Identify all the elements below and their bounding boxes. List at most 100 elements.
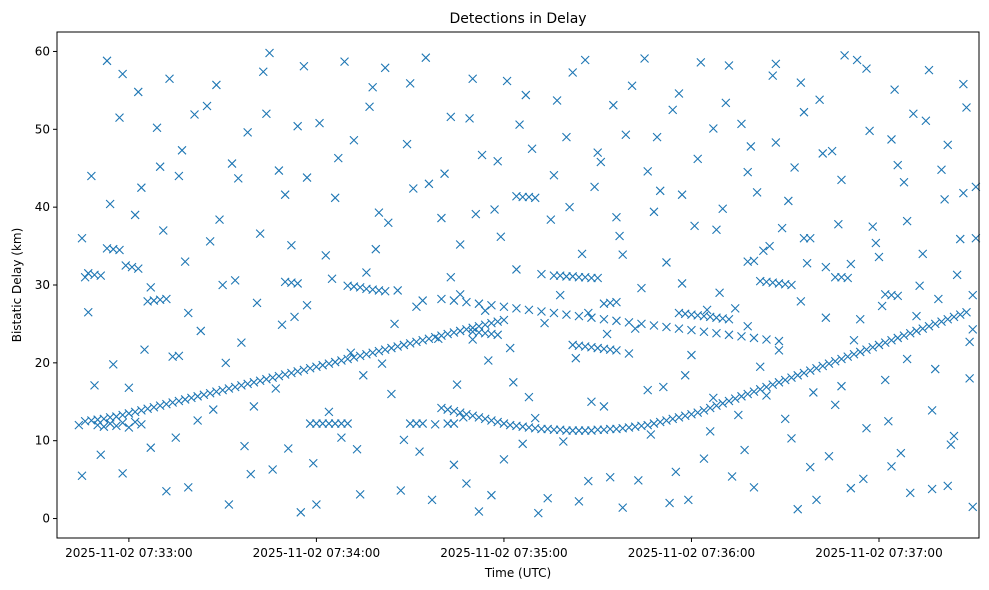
data-point	[474, 507, 484, 516]
data-point	[118, 69, 128, 79]
data-point	[446, 272, 456, 282]
x-tick-label: 2025-11-02 07:33:00	[65, 546, 192, 560]
data-point	[493, 317, 503, 326]
data-point	[433, 334, 443, 344]
data-point	[912, 326, 921, 336]
data-point	[755, 362, 765, 372]
data-point	[865, 126, 874, 136]
data-point	[562, 132, 571, 142]
data-point	[843, 352, 853, 362]
data-point	[468, 335, 478, 344]
data-point	[527, 144, 537, 154]
data-point	[855, 347, 865, 357]
data-point	[418, 335, 428, 345]
data-point	[490, 205, 499, 214]
data-point	[574, 426, 584, 435]
data-point	[255, 376, 265, 386]
data-point	[955, 234, 965, 244]
data-point	[105, 419, 115, 428]
data-point	[743, 167, 753, 177]
data-point	[630, 324, 640, 333]
data-point	[90, 381, 99, 390]
data-point	[902, 216, 912, 226]
data-point	[499, 419, 509, 428]
data-point	[874, 340, 884, 350]
data-point	[805, 233, 815, 243]
data-point	[596, 157, 606, 167]
data-point	[349, 353, 359, 362]
data-point	[958, 188, 968, 198]
data-point	[318, 360, 328, 370]
data-points	[74, 48, 981, 518]
data-point	[421, 53, 431, 63]
data-point	[918, 324, 928, 333]
data-point	[965, 337, 975, 347]
data-point	[793, 370, 803, 380]
data-point	[612, 316, 621, 326]
data-point	[746, 142, 756, 151]
data-point	[96, 271, 106, 281]
data-point	[258, 67, 268, 77]
data-point	[583, 308, 593, 318]
data-point	[774, 336, 784, 346]
data-point	[602, 329, 612, 339]
data-point	[646, 430, 656, 439]
data-point	[74, 420, 84, 430]
data-point	[371, 244, 381, 254]
data-point	[958, 79, 968, 89]
data-point	[868, 222, 878, 232]
data-point	[902, 354, 912, 364]
data-point	[140, 345, 149, 355]
data-point	[855, 314, 865, 324]
data-point	[224, 384, 234, 393]
data-point	[240, 441, 249, 451]
data-point	[768, 380, 778, 390]
data-point	[968, 290, 978, 300]
data-point	[687, 409, 696, 419]
data-point	[787, 373, 796, 383]
data-point	[605, 472, 615, 482]
data-point	[837, 354, 846, 364]
data-point	[293, 279, 303, 288]
data-point	[537, 424, 546, 434]
data-point	[146, 282, 156, 292]
data-point	[443, 405, 453, 414]
data-point	[446, 112, 456, 122]
data-point	[262, 374, 271, 384]
data-point	[533, 508, 543, 518]
data-point	[183, 308, 193, 318]
data-point	[483, 356, 493, 365]
data-point	[562, 310, 571, 319]
data-point	[762, 391, 771, 400]
data-point	[355, 351, 365, 361]
data-point	[652, 132, 662, 142]
data-point	[621, 130, 631, 140]
data-point	[471, 209, 481, 219]
data-point	[577, 249, 587, 259]
data-point	[171, 433, 181, 442]
data-point	[355, 490, 365, 499]
data-point	[337, 419, 346, 428]
data-point	[262, 109, 271, 119]
x-tick-label: 2025-11-02 07:35:00	[440, 546, 567, 560]
data-point	[302, 300, 312, 310]
x-axis: 2025-11-02 07:33:00 2025-11-02 07:34:00 20…	[65, 538, 943, 560]
data-point	[765, 241, 774, 251]
data-point	[549, 308, 559, 318]
data-point	[512, 303, 521, 313]
data-point	[462, 297, 471, 307]
data-point	[212, 80, 221, 90]
data-point	[162, 486, 171, 496]
data-point	[649, 419, 659, 428]
data-point	[558, 437, 568, 446]
data-point	[805, 462, 815, 472]
data-point	[193, 416, 203, 425]
data-point	[168, 398, 178, 407]
data-point	[246, 469, 256, 479]
data-point	[418, 296, 428, 305]
data-point	[402, 139, 412, 149]
data-point	[899, 177, 909, 187]
y-tick-label: 30	[35, 278, 50, 292]
data-point	[762, 382, 771, 392]
data-point	[949, 312, 959, 322]
